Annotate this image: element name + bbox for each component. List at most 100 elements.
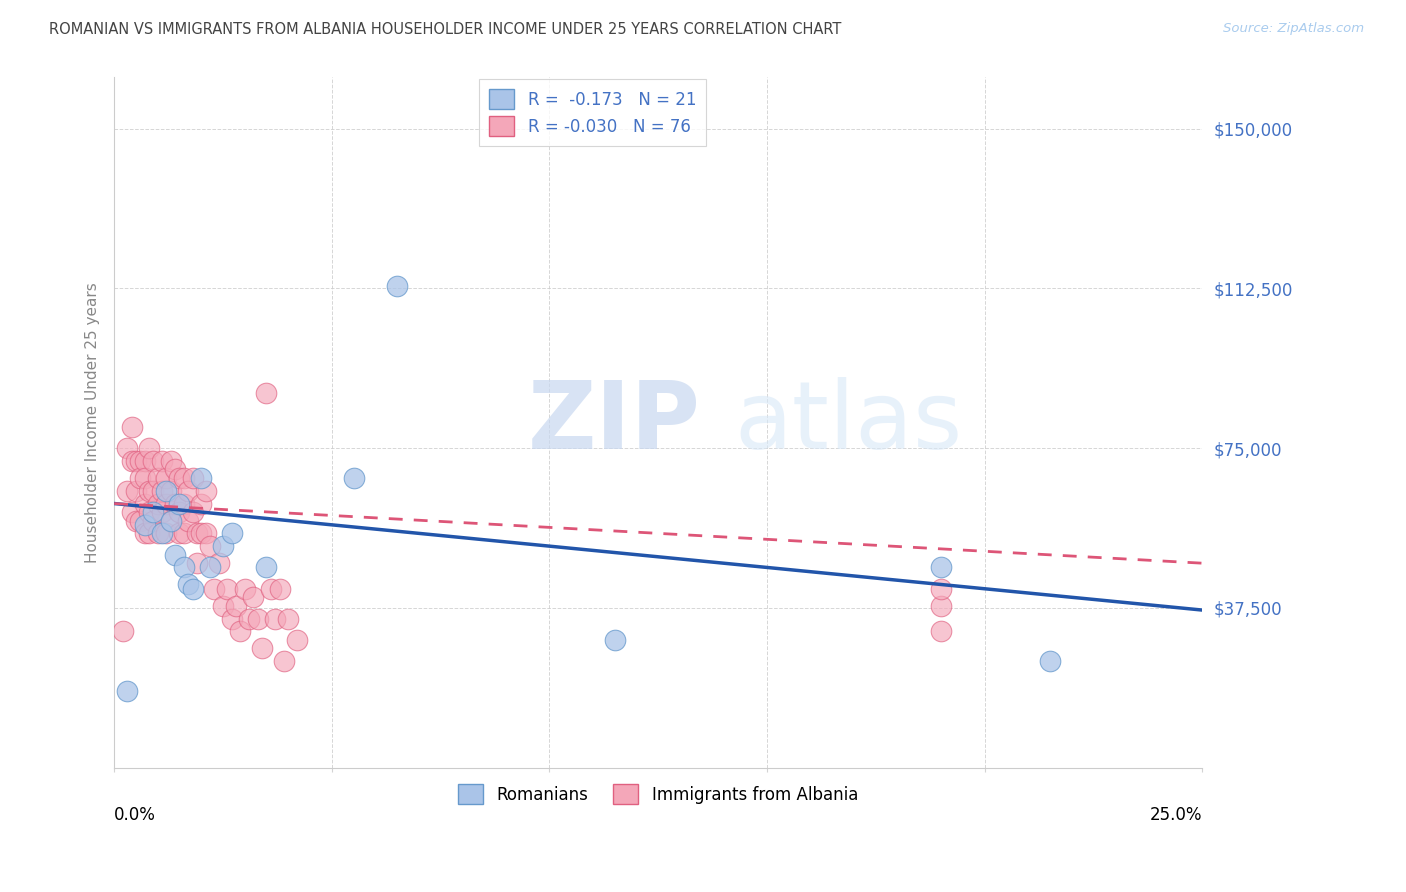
Point <box>260 582 283 596</box>
Point <box>929 582 952 596</box>
Point <box>138 505 160 519</box>
Point <box>138 526 160 541</box>
Point <box>125 483 148 498</box>
Point <box>212 599 235 613</box>
Point <box>129 471 152 485</box>
Point <box>1039 654 1062 668</box>
Point <box>146 471 169 485</box>
Text: ROMANIAN VS IMMIGRANTS FROM ALBANIA HOUSEHOLDER INCOME UNDER 25 YEARS CORRELATIO: ROMANIAN VS IMMIGRANTS FROM ALBANIA HOUS… <box>49 22 842 37</box>
Point <box>159 454 181 468</box>
Point <box>121 420 143 434</box>
Point <box>125 514 148 528</box>
Y-axis label: Householder Income Under 25 years: Householder Income Under 25 years <box>86 282 100 563</box>
Point <box>207 556 229 570</box>
Point <box>186 556 208 570</box>
Point <box>146 526 169 541</box>
Point <box>181 582 204 596</box>
Point <box>142 454 165 468</box>
Point <box>134 471 156 485</box>
Point <box>155 471 177 485</box>
Text: 0.0%: 0.0% <box>114 805 156 823</box>
Point <box>155 483 177 498</box>
Point <box>929 599 952 613</box>
Point <box>138 483 160 498</box>
Point <box>165 496 187 510</box>
Point <box>146 496 169 510</box>
Point <box>165 462 187 476</box>
Point <box>150 454 173 468</box>
Text: 25.0%: 25.0% <box>1150 805 1202 823</box>
Point <box>150 483 173 498</box>
Point <box>929 560 952 574</box>
Point <box>603 632 626 647</box>
Point <box>134 526 156 541</box>
Legend: Romanians, Immigrants from Albania: Romanians, Immigrants from Albania <box>451 778 865 811</box>
Point <box>233 582 256 596</box>
Point <box>169 471 191 485</box>
Point <box>150 526 173 541</box>
Point <box>269 582 291 596</box>
Point <box>150 505 173 519</box>
Point <box>190 526 212 541</box>
Point <box>159 483 181 498</box>
Point <box>238 611 260 625</box>
Point <box>138 441 160 455</box>
Point <box>285 632 308 647</box>
Point <box>194 483 217 498</box>
Point <box>256 560 278 574</box>
Point <box>212 539 235 553</box>
Point <box>198 560 221 574</box>
Point <box>173 560 195 574</box>
Point <box>142 483 165 498</box>
Point <box>246 611 269 625</box>
Point <box>134 517 156 532</box>
Point <box>121 505 143 519</box>
Point <box>225 599 247 613</box>
Point <box>129 454 152 468</box>
Point <box>181 471 204 485</box>
Point <box>221 611 243 625</box>
Point <box>173 496 195 510</box>
Point <box>929 624 952 639</box>
Point <box>264 611 287 625</box>
Point <box>165 548 187 562</box>
Text: atlas: atlas <box>734 376 963 468</box>
Point <box>125 454 148 468</box>
Point <box>277 611 299 625</box>
Point <box>273 654 295 668</box>
Point <box>217 582 239 596</box>
Point <box>155 496 177 510</box>
Point <box>169 505 191 519</box>
Point <box>177 514 200 528</box>
Point <box>134 496 156 510</box>
Point <box>142 514 165 528</box>
Point <box>142 505 165 519</box>
Point <box>117 441 139 455</box>
Point <box>250 641 273 656</box>
Point <box>111 624 134 639</box>
Point <box>198 539 221 553</box>
Point <box>117 483 139 498</box>
Point <box>117 684 139 698</box>
Point <box>190 496 212 510</box>
Point <box>121 454 143 468</box>
Point <box>155 526 177 541</box>
Point <box>229 624 252 639</box>
Point <box>169 526 191 541</box>
Point <box>173 526 195 541</box>
Text: Source: ZipAtlas.com: Source: ZipAtlas.com <box>1223 22 1364 36</box>
Point <box>342 471 364 485</box>
Point <box>186 526 208 541</box>
Point <box>256 385 278 400</box>
Point <box>159 514 181 528</box>
Point <box>177 483 200 498</box>
Point <box>242 591 264 605</box>
Point <box>202 582 225 596</box>
Point <box>221 526 243 541</box>
Text: ZIP: ZIP <box>527 376 700 468</box>
Point <box>177 577 200 591</box>
Point <box>181 505 204 519</box>
Point <box>173 471 195 485</box>
Point <box>385 279 408 293</box>
Point <box>129 514 152 528</box>
